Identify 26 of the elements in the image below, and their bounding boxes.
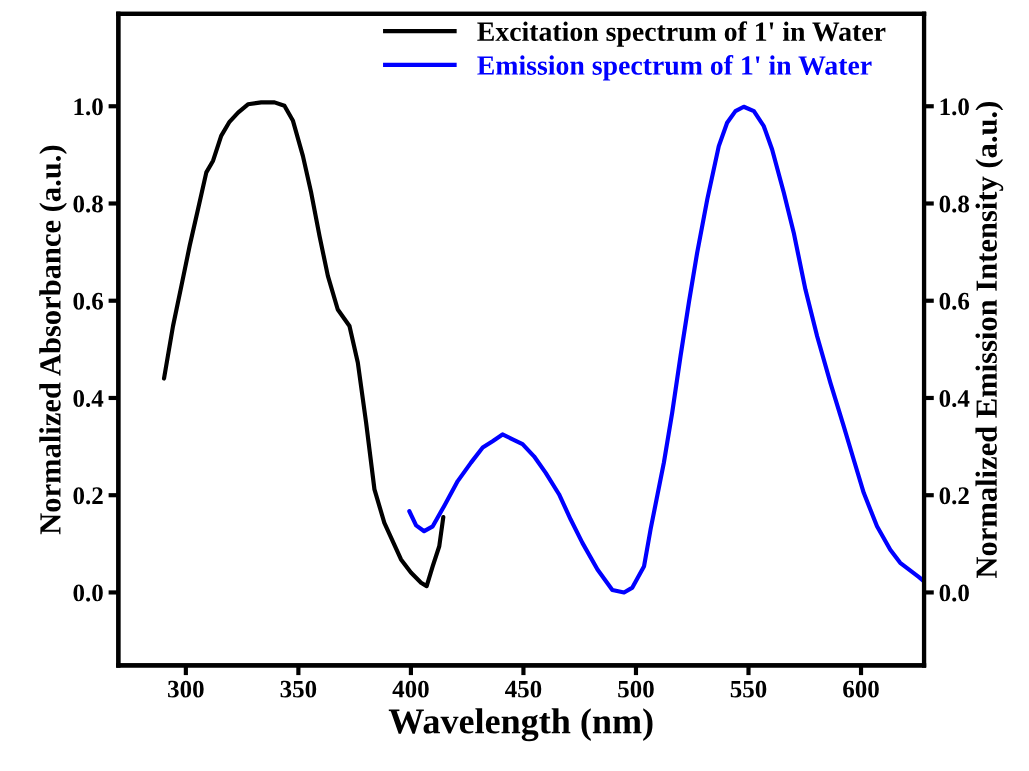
line-series	[161, 100, 446, 589]
y2-axis-title: Normalized Emission Intensity (a.u.)	[975, 102, 1004, 578]
y-tick-label: 1.0	[74, 98, 103, 116]
y-tick-label: 0.0	[73, 584, 103, 602]
y-tick-label: 0.8	[73, 195, 103, 213]
y2-tick-label: 1.0	[940, 98, 969, 116]
x-tick-label: 400	[392, 680, 429, 698]
y-tick-label: 0.4	[73, 390, 104, 407]
legend-label: Emission spectrum of 1' in Water	[477, 55, 872, 81]
x-axis-title: Wavelength (nm)	[388, 708, 653, 742]
x-tick-label: 450	[505, 680, 542, 698]
x-tick-label: 350	[280, 680, 317, 698]
y-axis-title: Normalized Absorbance (a.u.)	[39, 145, 67, 535]
legend-label: Excitation spectrum of 1' in Water	[477, 21, 886, 47]
x-tick-label: 550	[730, 680, 767, 698]
y2-tick-label: 0.0	[939, 584, 969, 602]
y2-tick-label: 0.6	[939, 292, 970, 310]
x-tick-label: 600	[843, 680, 879, 698]
y2-tick-label: 0.8	[939, 195, 970, 213]
x-tick-label: 500	[618, 680, 654, 698]
y2-tick-label: 0.2	[939, 487, 969, 505]
line-series	[407, 104, 925, 595]
x-tick-label: 300	[168, 680, 204, 698]
y-tick-label: 0.2	[73, 487, 103, 505]
y2-tick-label: 0.4	[939, 390, 970, 407]
y-tick-label: 0.6	[73, 292, 104, 310]
